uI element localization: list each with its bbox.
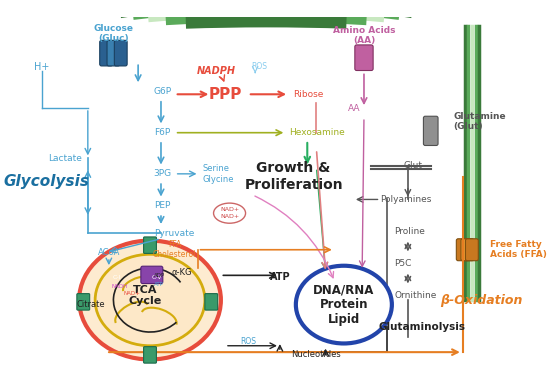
Text: Glut: Glut	[403, 161, 422, 170]
FancyBboxPatch shape	[144, 347, 156, 363]
Text: NAD+: NAD+	[220, 214, 239, 219]
Text: NADPH: NADPH	[196, 67, 235, 76]
Text: ROS: ROS	[240, 337, 256, 346]
Text: PPP: PPP	[208, 87, 241, 102]
FancyBboxPatch shape	[465, 239, 478, 261]
Text: 3PG: 3PG	[153, 170, 172, 178]
Text: NAD+: NAD+	[220, 207, 239, 212]
Text: Nucleotides: Nucleotides	[292, 350, 342, 360]
Text: Serine
Glycine: Serine Glycine	[202, 164, 234, 183]
Text: β-Oxidation: β-Oxidation	[440, 293, 522, 307]
Text: Glycolysis: Glycolysis	[4, 174, 90, 188]
Text: NAD+: NAD+	[123, 291, 140, 296]
Text: Amino Acids
(AA): Amino Acids (AA)	[333, 26, 395, 45]
FancyBboxPatch shape	[355, 45, 373, 70]
Text: Glutamine
(Glut): Glutamine (Glut)	[454, 112, 506, 132]
Text: Growth &
Proliferation: Growth & Proliferation	[244, 161, 343, 192]
Text: NADH: NADH	[112, 284, 128, 289]
Text: ACoA: ACoA	[98, 248, 120, 257]
FancyBboxPatch shape	[141, 266, 163, 284]
Text: TCA
Cycle: TCA Cycle	[129, 285, 162, 306]
Text: ROS: ROS	[252, 62, 268, 71]
FancyBboxPatch shape	[107, 40, 120, 66]
Text: Free Fatty
Acids (FFA): Free Fatty Acids (FFA)	[490, 240, 547, 259]
Text: FFA
Cholesterol: FFA Cholesterol	[153, 240, 196, 259]
FancyBboxPatch shape	[461, 239, 474, 261]
Text: Proline: Proline	[394, 227, 425, 236]
FancyBboxPatch shape	[114, 40, 127, 66]
FancyBboxPatch shape	[77, 294, 90, 310]
Text: Lactate: Lactate	[48, 154, 82, 163]
FancyBboxPatch shape	[144, 237, 156, 253]
Text: Polyamines: Polyamines	[381, 195, 432, 204]
Text: α-KG: α-KG	[172, 268, 192, 277]
FancyBboxPatch shape	[456, 239, 469, 261]
Text: ATP: ATP	[154, 282, 164, 287]
Ellipse shape	[79, 241, 221, 360]
Text: F6P: F6P	[153, 128, 170, 137]
Text: Glutaminolysis: Glutaminolysis	[378, 322, 465, 332]
Text: Pyruvate: Pyruvate	[153, 229, 194, 238]
Text: Glucose
(Gluc): Glucose (Gluc)	[94, 24, 134, 43]
Ellipse shape	[213, 203, 245, 223]
FancyBboxPatch shape	[100, 40, 113, 66]
Text: Ornithine: Ornithine	[394, 291, 437, 300]
Text: H+: H+	[35, 62, 50, 72]
Text: DNA/RNA
Protein
Lipid: DNA/RNA Protein Lipid	[313, 283, 375, 326]
Text: P5C: P5C	[394, 259, 411, 268]
Text: Hexosamine: Hexosamine	[289, 128, 345, 137]
Text: Ribose: Ribose	[294, 90, 324, 99]
Text: C-V: C-V	[151, 275, 162, 280]
Text: PEP: PEP	[153, 201, 170, 211]
FancyBboxPatch shape	[424, 116, 438, 146]
Text: ATP: ATP	[270, 272, 290, 282]
Text: ADP: ADP	[153, 273, 165, 278]
FancyBboxPatch shape	[205, 294, 218, 310]
Ellipse shape	[296, 266, 392, 344]
Text: AA: AA	[348, 103, 360, 113]
Ellipse shape	[95, 254, 205, 346]
Text: Citrate: Citrate	[76, 300, 105, 309]
Text: C-I: C-I	[113, 275, 122, 280]
Text: G6P: G6P	[153, 87, 172, 96]
